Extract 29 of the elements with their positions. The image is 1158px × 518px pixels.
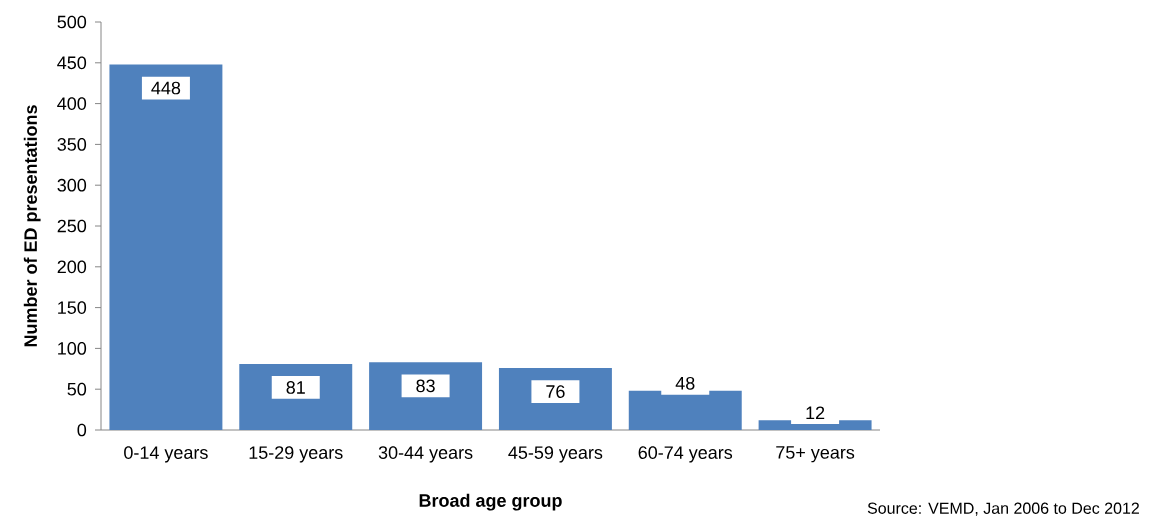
source-note: Source: VEMD, Jan 2006 to Dec 2012	[867, 502, 1139, 516]
x-tick-label: 30-44 years	[378, 446, 473, 463]
y-tick-label: 300	[57, 178, 87, 192]
x-tick-label: 45-59 years	[508, 446, 603, 463]
x-tick-label: 0-14 years	[124, 446, 208, 463]
x-tick-label: 60-74 years	[638, 446, 733, 463]
y-tick-label: 250	[57, 219, 87, 233]
y-tick-label: 450	[57, 56, 87, 70]
y-tick-label: 50	[67, 382, 87, 396]
data-label: 12	[806, 406, 825, 420]
bar	[109, 64, 223, 430]
y-tick-label: 500	[57, 15, 87, 29]
y-tick-label: 150	[58, 301, 87, 314]
x-tick-label: 15-29 years	[249, 446, 343, 463]
bar	[628, 390, 742, 430]
data-label: 76	[546, 385, 565, 398]
y-tick-label: 400	[57, 97, 87, 110]
y-tick-label: 100	[58, 342, 87, 355]
y-tick-label: 350	[57, 138, 87, 151]
y-tick-label: 200	[57, 260, 87, 274]
data-label: 81	[286, 381, 305, 394]
data-label: 83	[416, 379, 435, 393]
y-axis-title: Number of ED presentations	[23, 105, 41, 347]
bar	[369, 362, 483, 430]
data-label: 448	[151, 81, 181, 95]
data-label: 48	[675, 376, 695, 390]
x-tick-label: 75+ years	[776, 446, 855, 463]
y-tick-label: 0	[77, 423, 87, 437]
x-axis-title: Broad age group	[419, 493, 562, 511]
